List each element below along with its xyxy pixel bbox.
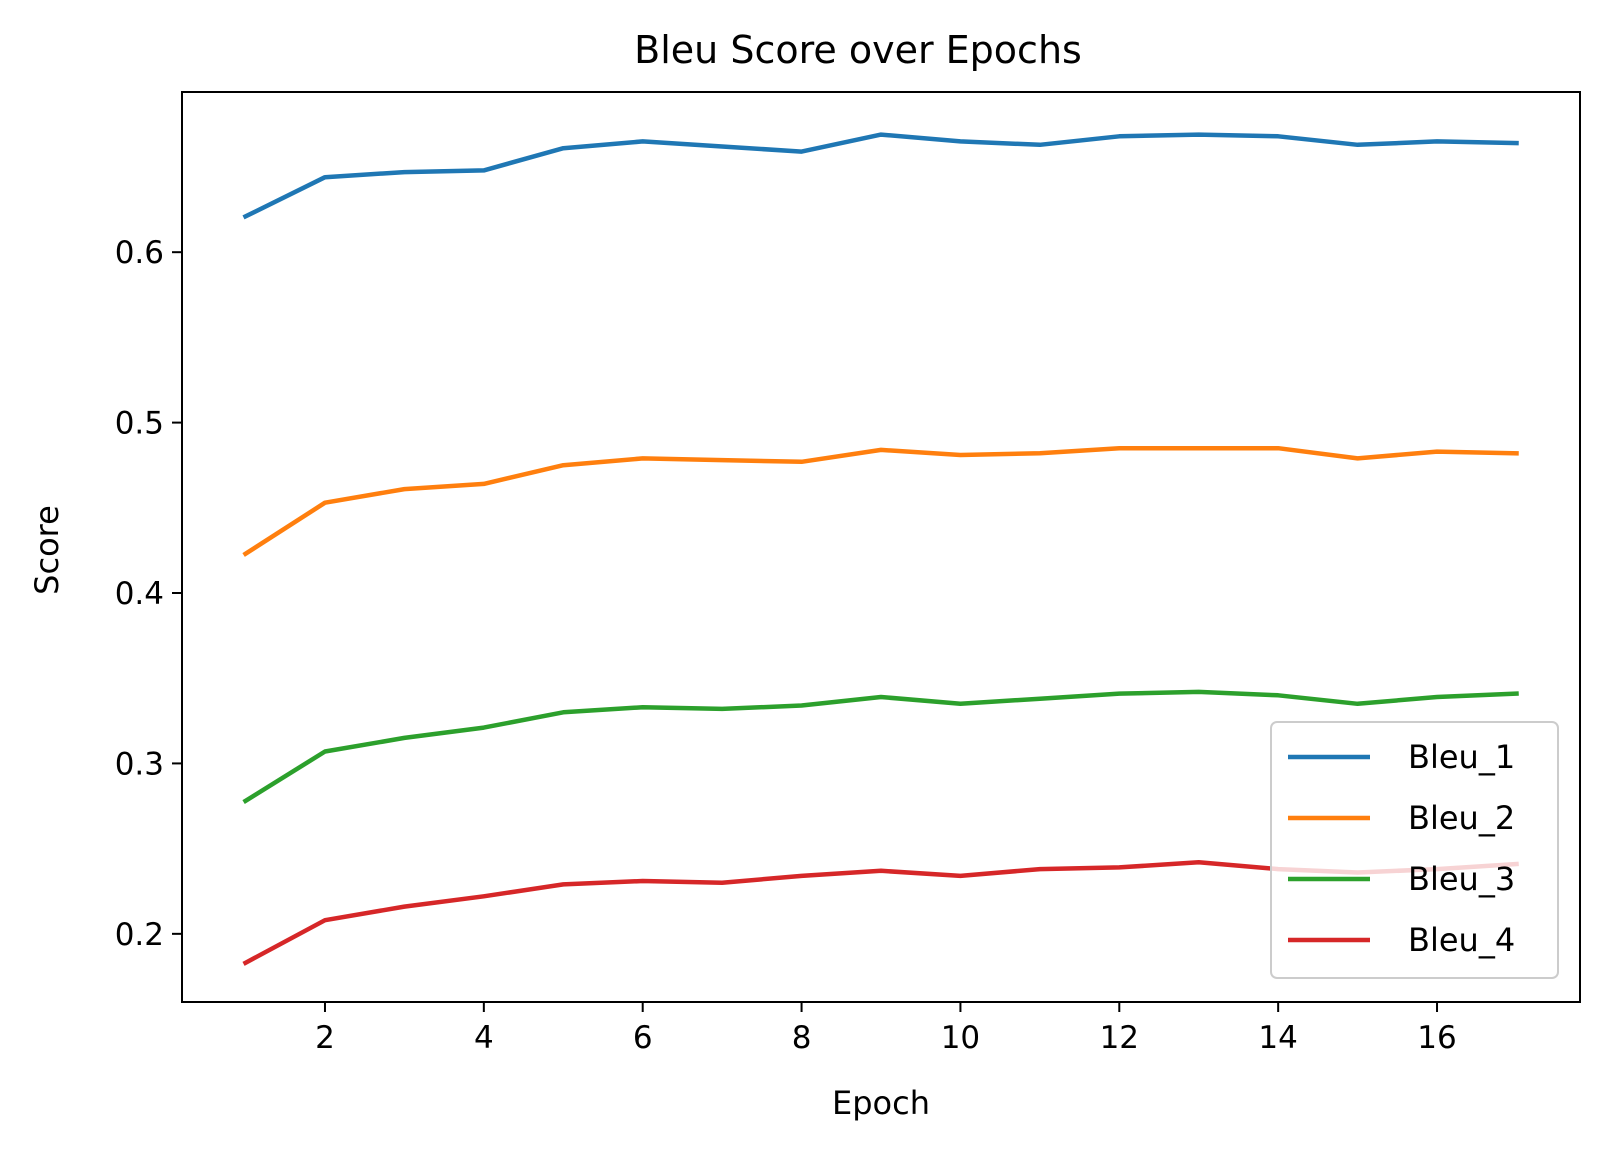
chart-title: Bleu Score over Epochs xyxy=(634,28,1082,72)
x-tick-label: 4 xyxy=(474,1020,494,1056)
x-tick-label: 14 xyxy=(1258,1020,1297,1056)
x-axis-label: Epoch xyxy=(832,1084,930,1122)
y-tick-label: 0.6 xyxy=(115,235,164,271)
x-tick-label: 12 xyxy=(1100,1020,1139,1056)
legend-label: Bleu_1 xyxy=(1408,738,1515,776)
series-line-bleu-1 xyxy=(242,132,1519,220)
y-tick-label: 0.3 xyxy=(115,746,164,782)
y-axis-ticks: 0.2 0.3 0.4 0.5 0.6 xyxy=(115,235,182,953)
legend-label: Bleu_3 xyxy=(1408,860,1515,898)
x-tick-label: 2 xyxy=(315,1020,335,1056)
x-tick-label: 10 xyxy=(941,1020,980,1056)
plot-frame xyxy=(181,91,1581,1003)
legend-box xyxy=(1270,721,1559,979)
y-tick-label: 0.4 xyxy=(115,576,164,612)
legend: Bleu_1 Bleu_2 Bleu_3 Bleu_4 xyxy=(1270,721,1559,979)
legend-label: Bleu_2 xyxy=(1408,799,1515,837)
y-tick-label: 0.2 xyxy=(115,917,164,953)
series-line-bleu-2 xyxy=(242,445,1519,557)
x-tick-label: 6 xyxy=(633,1020,653,1056)
y-tick-label: 0.5 xyxy=(115,406,164,442)
legend-label: Bleu_4 xyxy=(1408,921,1515,959)
series-line-bleu-3 xyxy=(242,689,1519,804)
x-tick-label: 16 xyxy=(1417,1020,1456,1056)
x-tick-label: 8 xyxy=(792,1020,812,1056)
x-axis-ticks: 2 4 6 8 10 12 14 16 xyxy=(315,1002,1457,1056)
y-axis-label: Score xyxy=(28,505,66,595)
